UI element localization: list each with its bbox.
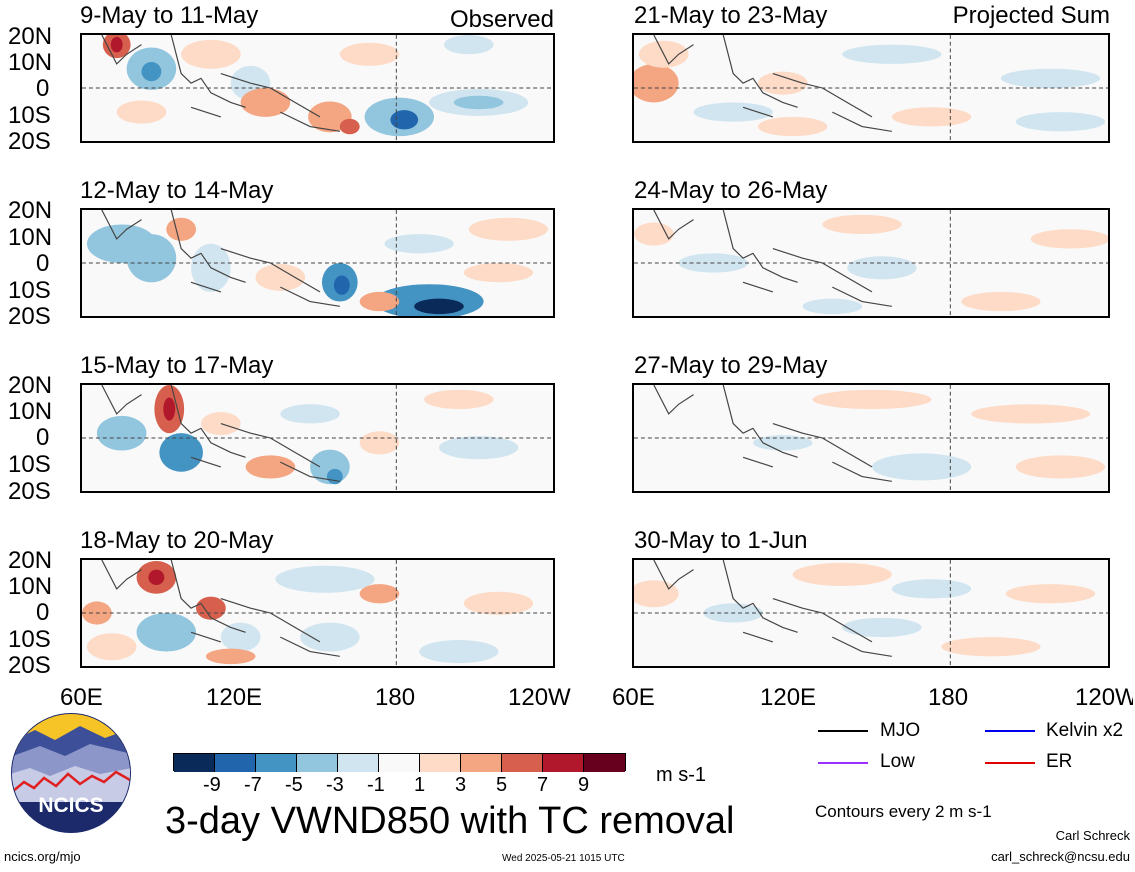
colorbar-cell (461, 754, 502, 772)
lon-label: 120E (760, 684, 817, 711)
ncics-logo: NCICS (10, 712, 132, 834)
panel-title: 21-May to 23-May (634, 2, 828, 29)
contour-note: Contours every 2 m s-1 (815, 802, 992, 821)
legend-line-mjo (818, 730, 868, 732)
colorbar (173, 753, 626, 772)
panel-title: 12-May to 14-May (80, 177, 274, 204)
lat-label: 20N (8, 547, 53, 574)
lon-label: 120W (508, 684, 571, 711)
footer-url[interactable]: ncics.org/mjo (4, 849, 81, 864)
lat-label: 20S (8, 652, 51, 679)
colorbar-unit: m s-1 (656, 764, 706, 786)
colorbar-label: -7 (244, 774, 262, 796)
lat-label: 10S (8, 626, 51, 653)
lat-label: 10N (8, 224, 53, 251)
lat-label: 20S (8, 303, 51, 330)
lat-label: 10N (8, 573, 53, 600)
colorbar-cell (420, 754, 461, 772)
lat-label: 0 (36, 75, 50, 102)
colorbar-cell (543, 754, 584, 772)
colorbar-label: 3 (455, 774, 467, 796)
panel-title: 24-May to 26-May (634, 177, 828, 204)
lat-label: 10S (8, 277, 51, 304)
colorbar-label: 1 (414, 774, 426, 796)
lon-label: 180 (928, 684, 969, 711)
lon-label: 60E (612, 684, 655, 711)
colorbar-label: 9 (578, 774, 590, 796)
legend-label-er: ER (1046, 751, 1073, 772)
map-panel-left-3 (80, 383, 555, 493)
lat-label: 20N (8, 197, 53, 224)
main-title: 3-day VWND850 with TC removal (165, 800, 735, 842)
colorbar-cell (584, 754, 625, 772)
lat-label: 10S (8, 451, 51, 478)
legend-label-mjo: MJO (880, 720, 921, 741)
panel-title: 18-May to 20-May (80, 527, 274, 554)
lat-label: 0 (36, 250, 50, 277)
map-panel-right-1 (632, 33, 1110, 143)
lat-label: 0 (36, 599, 50, 626)
map-panel-left-1 (80, 33, 555, 143)
legend-label-kelvin: Kelvin x2 (1046, 720, 1124, 741)
colorbar-cell (502, 754, 543, 772)
colorbar-label: -1 (367, 774, 385, 796)
map-panel-right-3 (632, 383, 1110, 493)
colorbar-cell (215, 754, 256, 772)
lat-label: 20N (8, 372, 53, 399)
colorbar-cell (338, 754, 379, 772)
observed-label: Observed (449, 6, 554, 33)
lat-label: 0 (36, 424, 50, 451)
lat-label: 20S (8, 128, 51, 155)
map-panel-left-4 (80, 558, 555, 668)
panel-title: 27-May to 29-May (634, 352, 828, 379)
lon-label: 120W (1075, 686, 1133, 710)
colorbar-cell (297, 754, 338, 772)
map-panel-right-4 (632, 558, 1110, 668)
map-panel-right-2 (632, 208, 1110, 318)
projected-sum-label: Projected Sum (952, 2, 1110, 29)
legend-line-er (985, 762, 1035, 764)
lat-label: 20S (8, 478, 51, 505)
panel-title: 30-May to 1-Jun (634, 527, 808, 554)
colorbar-label: 7 (537, 774, 549, 796)
panel-title: 9-May to 11-May (80, 2, 259, 29)
legend-line-low (818, 762, 868, 764)
map-panel-left-2 (80, 208, 555, 318)
logo-text: NCICS (38, 794, 103, 817)
legend-line-kelvin (985, 730, 1035, 732)
lon-label: 60E (60, 684, 103, 711)
colorbar-cell (256, 754, 297, 772)
lat-label: 10N (8, 49, 53, 76)
lat-label: 10N (8, 398, 53, 425)
colorbar-label: -9 (203, 774, 221, 796)
lat-label: 20N (8, 23, 53, 50)
footer-author: Carl Schreck (1055, 828, 1130, 843)
footer-timestamp: Wed 2025-05-21 1015 UTC (502, 853, 625, 864)
lat-label: 10S (8, 102, 51, 129)
colorbar-cell (379, 754, 420, 772)
colorbar-label: -5 (285, 774, 303, 796)
panel-title: 15-May to 17-May (80, 352, 274, 379)
colorbar-label: -3 (326, 774, 344, 796)
colorbar-label: 5 (496, 774, 508, 796)
ncics-logo-icon: NCICS (11, 713, 131, 833)
lon-label: 120E (206, 684, 263, 711)
legend-label-low: Low (880, 751, 915, 772)
footer-email[interactable]: carl_schreck@ncsu.edu (991, 849, 1130, 864)
lon-label: 180 (375, 684, 416, 711)
colorbar-cell (174, 754, 215, 772)
